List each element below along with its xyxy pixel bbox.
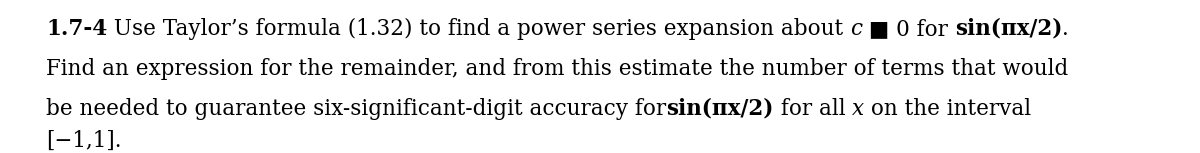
Text: on the interval: on the interval (864, 98, 1031, 120)
Text: c: c (851, 18, 863, 40)
Text: ■ 0 for: ■ 0 for (863, 18, 955, 40)
Text: .: . (1062, 18, 1069, 40)
Text: be needed to guarantee six-significant-digit accuracy for: be needed to guarantee six-significant-d… (46, 98, 666, 120)
Text: Find an expression for the remainder, and from this estimate the number of terms: Find an expression for the remainder, an… (46, 58, 1068, 80)
Text: sin(πx/2): sin(πx/2) (666, 98, 774, 120)
Text: for all: for all (774, 98, 852, 120)
Text: 1.7-4: 1.7-4 (46, 18, 107, 40)
Text: sin(πx/2): sin(πx/2) (955, 18, 1062, 40)
Text: x: x (852, 98, 864, 120)
Text: [−1,1].: [−1,1]. (46, 130, 121, 152)
Text: Use Taylor’s formula (1.32) to find a power series expansion about: Use Taylor’s formula (1.32) to find a po… (107, 18, 851, 40)
